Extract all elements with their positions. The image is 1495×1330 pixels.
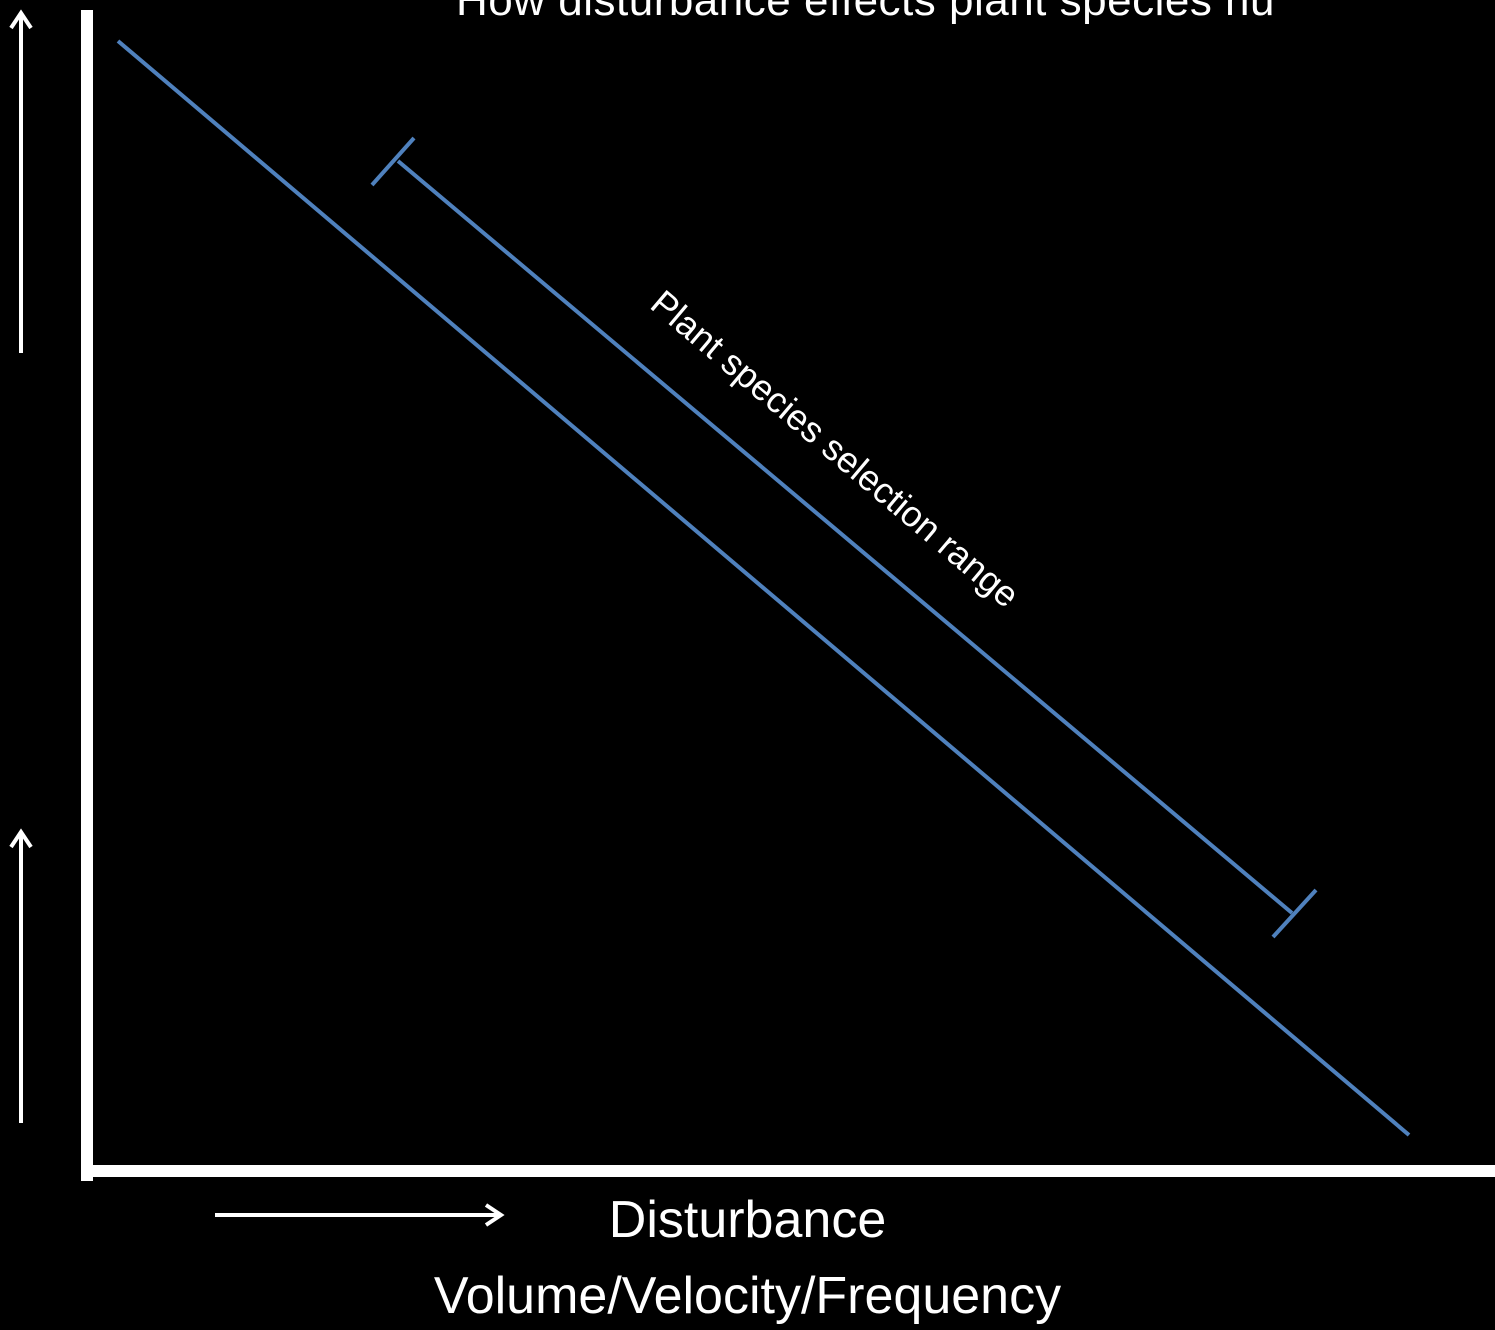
selection-range-bracket [370,136,1318,939]
up-arrow-icon [9,828,33,1123]
trend-line [116,39,1411,1137]
right-arrow-icon [215,1203,505,1227]
x-axis-label: Disturbance [608,1191,887,1249]
up-arrow-icon [9,9,33,353]
x-axis-sublabel: Volume/Velocity/Frequency [433,1267,1062,1325]
diagram-title: How disturbance effects plant species nu [456,0,1275,25]
